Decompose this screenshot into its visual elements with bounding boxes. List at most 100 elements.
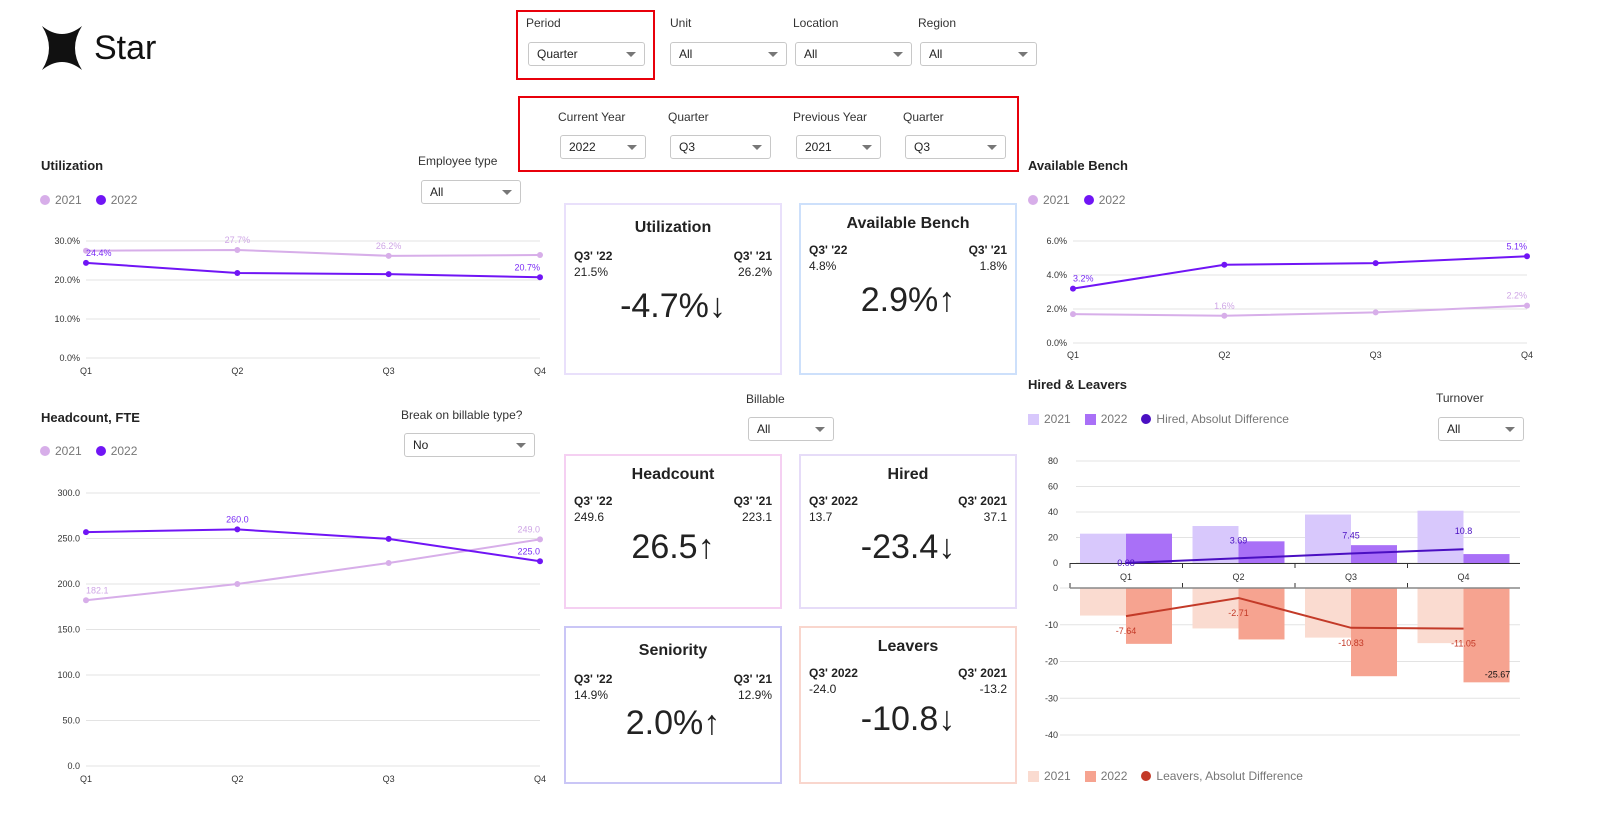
current-quarter-select[interactable]: Q3 [670,135,771,159]
card-current-label: Q3' '22 [574,494,613,508]
y-tick-label: 20 [1048,533,1058,543]
card-title: Leavers [877,638,939,655]
card-previous-value: -13.2 [979,682,1007,696]
employee-type-select[interactable]: All [421,180,521,204]
legend-item-2022[interactable]: 2022 [1083,193,1125,207]
y-tick-label: -30 [1045,693,1058,703]
y-tick-label: 0 [1053,558,1058,568]
legend-item-2021[interactable]: 2021 [1028,769,1071,783]
y-tick-label: 10.0% [54,314,80,324]
bar-hired-2021 [1080,533,1126,563]
bar-leavers-2021 [1417,588,1464,644]
legend-item-2022[interactable]: 2022 [1084,769,1127,783]
data-label: 0.08 [1117,558,1135,568]
chevron-down-icon [1505,427,1515,432]
hired-diff-line [1125,548,1464,564]
data-point-2022 [385,535,392,542]
y-tick-label: 4.0% [1046,270,1067,280]
card-previous-value: 1.8% [979,259,1007,273]
previous-year-select[interactable]: 2021 [796,135,881,159]
y-tick-label: 0.0% [1046,338,1067,348]
card-previous-value: 223.1 [741,510,772,524]
legend-item-hired-diff[interactable]: Hired, Absolut Difference [1141,412,1289,426]
data-point-2022 [537,558,543,565]
leavers-card: Leavers Q3' 2022 Q3' 2021 -24.0 -13.2 -10.8↓ [799,626,1017,784]
card-delta: 26.5↑ [631,528,715,566]
chevron-down-icon [1018,52,1028,57]
bar-hired-2022 [1463,554,1510,563]
turnover-select[interactable]: All [1438,417,1524,441]
bench-chart-title: Available Bench [1028,158,1128,173]
y-tick-label: 100.0 [57,670,80,680]
period-select[interactable]: Quarter [528,42,645,66]
x-tick-label: Q4 [1457,572,1469,582]
legend-item-2021[interactable]: 2021 [1028,412,1071,426]
card-title: Available Bench [846,215,970,232]
hired-legend: 2021 2022 Hired, Absolut Difference [1028,412,1289,426]
data-point-2021 [1372,309,1379,316]
series-line-2021 [85,248,541,257]
x-tick-label: Q3 [383,774,395,784]
card-current-value: 249.6 [574,510,605,524]
data-label: 225.0 [517,546,540,556]
period-label: Period [526,16,561,30]
y-tick-label: 40 [1048,507,1058,517]
data-label: 7.45 [1342,531,1360,541]
legend-item-2021[interactable]: 2021 [40,193,82,207]
previous-quarter-label: Quarter [903,110,944,124]
current-year-select[interactable]: 2022 [560,135,646,159]
legend-item-2022[interactable]: 2022 [1084,412,1127,426]
region-value: All [929,47,943,61]
seniority-card: Seniority Q3' '22 Q3' '21 14.9% 12.9% 2.0%↑ [564,626,782,784]
card-current-value: -24.0 [809,682,837,696]
data-label: 5.1% [1506,241,1527,251]
card-delta: 2.0%↑ [625,704,721,742]
legend-item-2021[interactable]: 2021 [1028,193,1070,207]
current-quarter-label: Quarter [668,110,709,124]
series-line-2022 [1072,255,1528,290]
data-label: 10.8 [1455,526,1473,536]
x-tick-label: Q4 [1521,350,1533,360]
chevron-down-icon [627,145,637,150]
data-point-2022 [1070,285,1076,292]
x-tick-label: Q1 [80,774,92,784]
data-label: -11.05 [1451,639,1476,649]
bar-leavers-2022 [1238,588,1285,640]
chevron-down-icon [815,427,825,432]
region-select[interactable]: All [920,42,1037,66]
y-tick-label: 0 [1053,583,1058,593]
previous-year-value: 2021 [805,140,832,154]
y-tick-label: 0.0 [67,761,80,771]
unit-select[interactable]: All [670,42,787,66]
data-point-2022 [1372,260,1379,267]
legend-item-2022[interactable]: 2022 [95,193,137,207]
data-label: 26.2% [376,241,402,251]
card-current-value: 14.9% [574,688,609,702]
billable-break-select[interactable]: No [404,433,535,457]
chevron-down-icon [502,190,512,195]
bench-card: Available Bench Q3' '22 Q3' '21 4.8% 1.8% 2.9… [799,203,1017,375]
current-year-label: Current Year [558,110,626,124]
data-point-2022 [234,526,241,533]
previous-quarter-select[interactable]: Q3 [905,135,1006,159]
bar-leavers-2022 [1463,588,1510,683]
headcount-card: Headcount Q3' '22 Q3' '21 249.6 223.1 26.5↑ [564,454,782,609]
legend-item-2021[interactable]: 2021 [40,444,82,458]
y-tick-label: 250.0 [57,534,80,544]
billable-value: All [757,422,771,436]
card-previous-label: Q3' 2021 [958,666,1007,680]
location-select[interactable]: All [795,42,912,66]
data-label: -2.71 [1228,608,1249,618]
chevron-down-icon [987,145,997,150]
bar-leavers-2022 [1351,588,1397,677]
bar-leavers-2021 [1080,588,1126,616]
legend-item-leavers-diff[interactable]: Leavers, Absolut Difference [1141,769,1303,783]
y-tick-label: 0.0% [59,353,80,363]
bar-leavers-2022 [1126,588,1172,644]
data-label: 24.4% [86,248,112,258]
chevron-down-icon [768,52,778,57]
card-current-value: 13.7 [809,510,833,524]
y-tick-label: 20.0% [54,275,80,285]
legend-item-2022[interactable]: 2022 [95,444,137,458]
billable-select[interactable]: All [748,417,834,441]
